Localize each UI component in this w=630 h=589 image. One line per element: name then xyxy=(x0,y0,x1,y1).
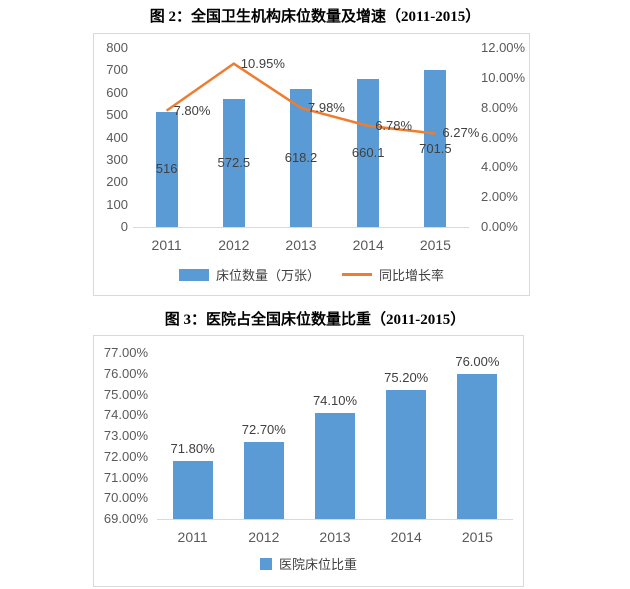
right-axis-tick: 2.00% xyxy=(481,189,518,205)
growth-rate-line-path xyxy=(165,62,436,135)
x-axis-label-2011: 2011 xyxy=(177,529,208,545)
right-axis-tick: 4.00% xyxy=(481,159,518,175)
x-axis-label-2015: 2015 xyxy=(419,237,451,253)
legend-label-bed-count: 床位数量（万张） xyxy=(215,268,320,283)
left-axis-tick: 300 xyxy=(106,151,128,167)
figure3-chart: 71.80% 72.70% 74.10% 75.20% 76.00% 医院床位比重 77… xyxy=(93,335,524,587)
legend-label-hospital-bed-share: 医院床位比重 xyxy=(278,557,357,572)
x-axis-label-2012: 2012 xyxy=(218,237,250,253)
figure3-plot-area: 71.80% 72.70% 74.10% 75.20% 76.00% xyxy=(157,353,513,520)
bar-value-label: 618.2 xyxy=(284,149,318,165)
bar-value-label: 572.5 xyxy=(217,154,251,170)
right-axis-tick: 0.00% xyxy=(481,219,518,234)
left-axis-tick: 700 xyxy=(106,62,128,78)
bar-2011 xyxy=(172,460,213,519)
left-axis-tick: 74.00% xyxy=(103,407,148,423)
left-axis-tick: 72.00% xyxy=(103,448,148,464)
legend-label-growth-rate: 同比增长率 xyxy=(379,268,445,283)
bar-2011 xyxy=(155,111,178,227)
left-axis-tick: 70.00% xyxy=(103,490,148,506)
right-axis-tick: 12.00% xyxy=(481,40,526,55)
bar-value-label: 71.80% xyxy=(170,440,215,456)
figure2-chart: 516 572.5 618.2 660.1 701.5 7.80% 10.95% 7.98% 6… xyxy=(93,33,530,296)
left-axis-tick: 71.00% xyxy=(103,469,148,485)
left-axis-tick: 800 xyxy=(106,40,128,55)
figure2-plot-area: 516 572.5 618.2 660.1 701.5 7.80% 10.95% 7.98% 6… xyxy=(133,48,479,228)
x-axis-label-2012: 2012 xyxy=(248,529,280,545)
x-axis-label-2014: 2014 xyxy=(352,237,384,253)
left-axis-tick: 69.00% xyxy=(103,511,148,526)
bar-value-label: 76.00% xyxy=(455,353,500,369)
line-point-label: 7.80% xyxy=(173,102,211,118)
line-point-label: 6.27% xyxy=(442,125,480,141)
x-axis-label-2011: 2011 xyxy=(151,237,182,253)
bar-value-label: 75.20% xyxy=(384,370,429,386)
line-series-swatch-icon xyxy=(342,273,372,276)
growth-rate-line xyxy=(165,62,436,135)
bar-2013 xyxy=(290,88,312,227)
figure2-title: 图 2：全国卫生机构床位数量及增速（2011-2015） xyxy=(149,9,481,25)
x-axis-label-2014: 2014 xyxy=(390,529,422,545)
x-axis-label-2013: 2013 xyxy=(285,237,317,253)
bar-value-label: 660.1 xyxy=(351,145,385,161)
figure2-legend: 床位数量（万张） 同比增长率 xyxy=(94,265,529,284)
line-point-label: 6.78% xyxy=(375,117,413,133)
legend-item-growth-rate: 同比增长率 xyxy=(342,265,444,284)
bar-2012 xyxy=(222,98,245,227)
left-axis-tick: 75.00% xyxy=(103,386,148,402)
right-axis-tick: 8.00% xyxy=(481,99,518,115)
x-axis-label-2015: 2015 xyxy=(461,529,493,545)
left-axis-tick: 500 xyxy=(106,107,128,123)
bar-value-label: 72.70% xyxy=(241,422,286,438)
left-axis-tick: 0 xyxy=(120,219,128,234)
bar-2013 xyxy=(315,413,355,519)
right-axis-tick: 10.00% xyxy=(481,69,526,85)
bar-2015 xyxy=(457,373,498,519)
bar-series-swatch-icon xyxy=(178,268,209,281)
left-axis-tick: 76.00% xyxy=(103,365,148,381)
x-axis-label-2013: 2013 xyxy=(319,529,351,545)
line-point-label: 7.98% xyxy=(308,99,345,115)
bar-value-label: 74.10% xyxy=(312,393,358,409)
left-axis-tick: 100 xyxy=(106,196,128,212)
bar-series-swatch-icon xyxy=(259,557,272,570)
left-axis-tick: 73.00% xyxy=(103,428,148,443)
legend-item-bed-count: 床位数量（万张） xyxy=(178,265,320,284)
left-axis-tick: 400 xyxy=(106,129,128,145)
left-axis-tick: 77.00% xyxy=(103,345,148,360)
bar-2014 xyxy=(357,79,380,227)
figure3-legend: 医院床位比重 xyxy=(94,554,523,573)
left-axis-tick: 600 xyxy=(106,84,128,100)
legend-item-hospital-bed-share: 医院床位比重 xyxy=(259,554,357,573)
left-axis-tick: 200 xyxy=(106,174,128,190)
bar-2014 xyxy=(386,390,427,519)
right-axis-tick: 6.00% xyxy=(481,129,518,145)
bar-value-label: 701.5 xyxy=(419,140,452,156)
figure3-title: 图 3：医院占全国床位数量比重（2011-2015） xyxy=(164,312,466,328)
bar-2012 xyxy=(243,442,284,519)
line-point-label: 10.95% xyxy=(240,55,285,71)
bar-2015 xyxy=(424,70,447,227)
bar-value-label: 516 xyxy=(155,161,178,177)
